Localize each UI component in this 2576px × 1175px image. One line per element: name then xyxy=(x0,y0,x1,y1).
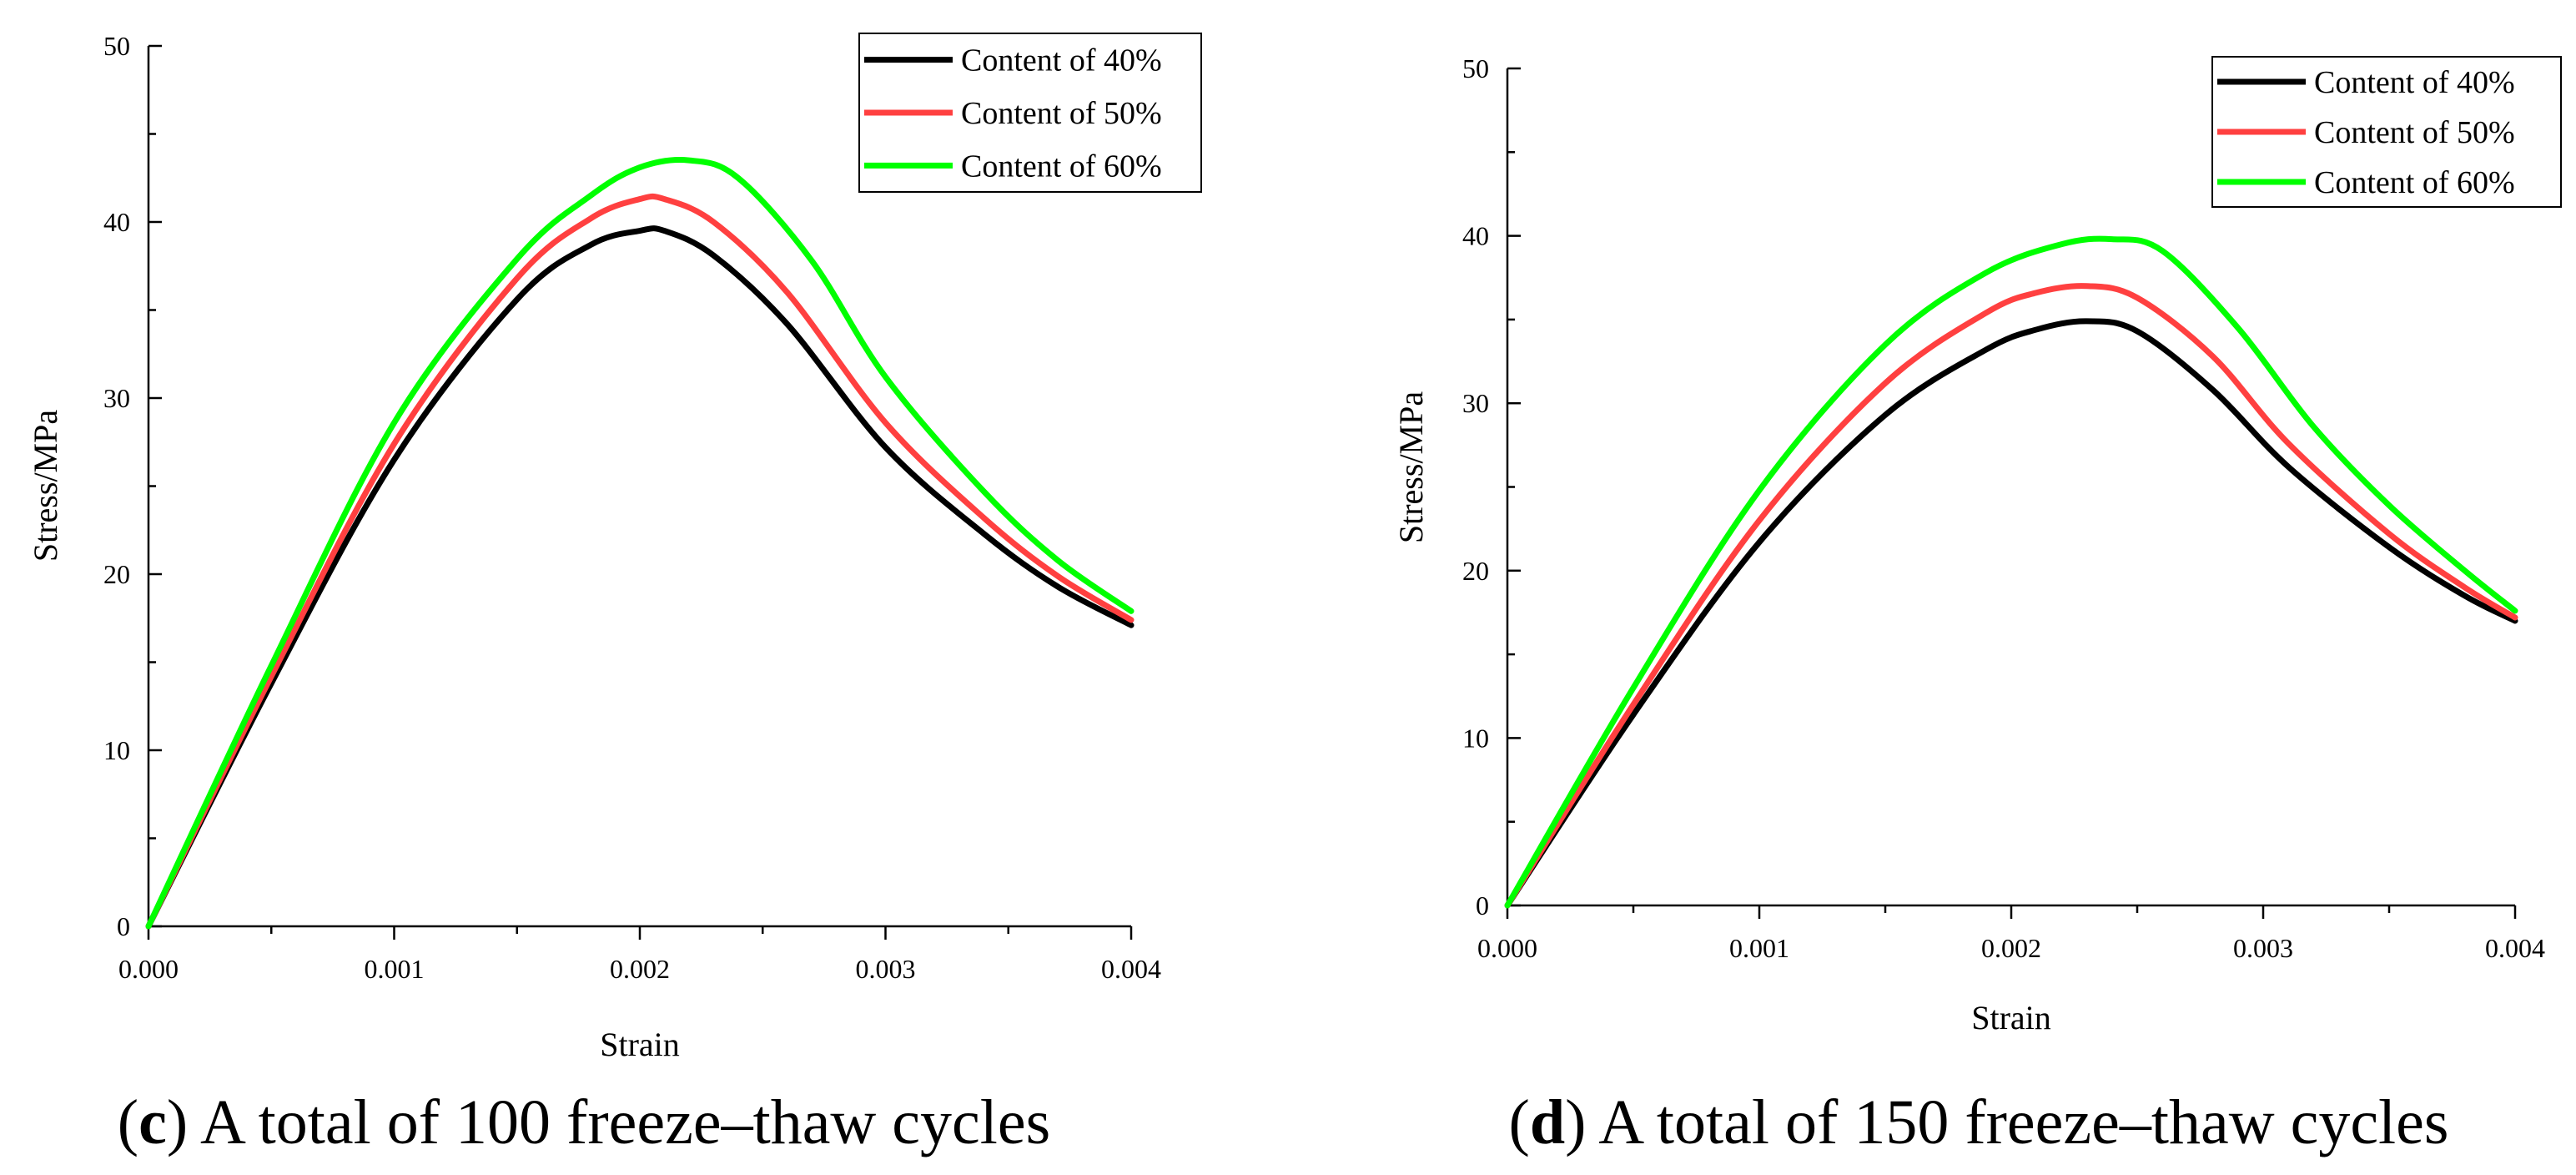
caption-d-letter: d xyxy=(1530,1087,1565,1157)
y-tick-label-d: 10 xyxy=(1462,723,1489,753)
caption-c-close-paren: ) xyxy=(167,1087,200,1157)
x-tick-label-c: 0.002 xyxy=(610,954,670,984)
caption-d-close-paren: ) xyxy=(1565,1087,1598,1157)
x-tick-label-c: 0.003 xyxy=(856,954,916,984)
caption-c-letter: c xyxy=(138,1087,167,1157)
x-tick-label-c: 0.000 xyxy=(118,954,179,984)
panel-c: 0.000 0.001 0.002 0.003 0.004 0 10 20 30 40 50 Str… xyxy=(27,31,1202,1157)
y-axis-label-c: Stress/MPa xyxy=(27,410,64,562)
y-tick-label-c: 0 xyxy=(117,911,130,941)
caption-c-open-paren: ( xyxy=(118,1087,138,1157)
series-line-c-3 xyxy=(145,157,1135,930)
x-tick-label-c: 0.004 xyxy=(1101,954,1161,984)
panel-d: 0.000 0.001 0.002 0.003 0.004 0 10 20 30 40 50 Str… xyxy=(1392,53,2562,1157)
x-tick-label-d: 0.003 xyxy=(2233,933,2293,963)
x-tick-label-d: 0.004 xyxy=(2485,933,2545,963)
series-line-c-2 xyxy=(145,193,1135,930)
y-tick-label-c: 30 xyxy=(103,383,130,413)
series-line-d-1 xyxy=(1504,318,2518,909)
legend-label-d-2: Content of 50% xyxy=(2314,115,2515,150)
legend-label-d-3: Content of 60% xyxy=(2314,165,2515,200)
caption-c-text: A total of 100 freeze–thaw cycles xyxy=(200,1087,1050,1157)
x-tick-label-d: 0.001 xyxy=(1729,933,1789,963)
caption-d: (d) A total of 150 freeze–thaw cycles xyxy=(1509,1087,2449,1157)
y-axis-label-d: Stress/MPa xyxy=(1392,391,1430,543)
x-tick-label-d: 0.000 xyxy=(1477,933,1537,963)
legend-label-c-2: Content of 50% xyxy=(961,96,1162,131)
legend-d: Content of 40% Content of 50% Content of 6… xyxy=(2211,56,2562,208)
series-lines-c xyxy=(145,157,1135,930)
legend-label-d-1: Content of 40% xyxy=(2314,65,2515,100)
caption-d-text: A total of 150 freeze–thaw cycles xyxy=(1598,1087,2448,1157)
series-line-c-1 xyxy=(145,225,1135,930)
axes-d: 0.000 0.001 0.002 0.003 0.004 0 10 20 30 40 50 xyxy=(1462,53,2545,963)
series-line-d-2 xyxy=(1504,283,2518,909)
y-tick-label-d: 40 xyxy=(1462,221,1489,251)
x-axis-label-c: Strain xyxy=(600,1026,680,1063)
x-tick-label-c: 0.001 xyxy=(365,954,425,984)
y-tick-label-c: 40 xyxy=(103,207,130,237)
y-tick-label-d: 0 xyxy=(1476,890,1489,920)
caption-c: (c) A total of 100 freeze–thaw cycles xyxy=(118,1087,1050,1157)
y-tick-label-c: 50 xyxy=(103,31,130,61)
axes-c: 0.000 0.001 0.002 0.003 0.004 0 10 20 30 40 50 xyxy=(103,31,1161,984)
y-tick-label-d: 50 xyxy=(1462,53,1489,83)
legend-c: Content of 40% Content of 50% Content of 6… xyxy=(858,33,1202,193)
x-axis-label-d: Strain xyxy=(1971,999,2051,1036)
y-tick-label-d: 30 xyxy=(1462,388,1489,418)
series-line-d-3 xyxy=(1504,235,2518,909)
series-lines-d xyxy=(1504,235,2518,909)
caption-d-open-paren: ( xyxy=(1509,1087,1530,1157)
y-tick-label-c: 10 xyxy=(103,735,130,765)
y-tick-label-c: 20 xyxy=(103,559,130,589)
legend-label-c-3: Content of 60% xyxy=(961,149,1162,184)
legend-label-c-1: Content of 40% xyxy=(961,43,1162,78)
x-tick-label-d: 0.002 xyxy=(1981,933,2041,963)
y-tick-label-d: 20 xyxy=(1462,556,1489,586)
